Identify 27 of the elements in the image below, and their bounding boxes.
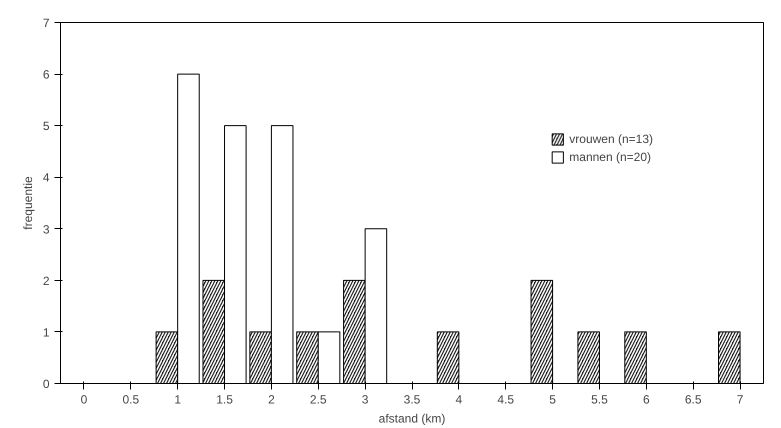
x-tick-label: 3.5 [404, 392, 421, 406]
x-tick-label: 6.5 [684, 392, 702, 406]
y-tick-label: 1 [42, 325, 50, 340]
x-tick-label: 5 [549, 392, 556, 406]
x-tick-label: 0 [80, 392, 88, 406]
legend-label: mannen (n=20) [569, 150, 652, 164]
x-tick-label: 4 [456, 392, 463, 406]
x-axis-title: afstand (km) [378, 412, 446, 426]
x-tick-label: 4.5 [497, 392, 514, 406]
x-tick-label: 1.5 [216, 392, 234, 406]
y-tick-label: 5 [42, 119, 50, 134]
y-tick-label: 6 [42, 68, 50, 82]
x-tick-label: 5.5 [591, 392, 608, 406]
legend-label: vrouwen (n=13) [569, 132, 653, 146]
x-tick-label: 2 [268, 392, 276, 406]
x-tick-label: 6 [642, 392, 650, 406]
x-tick-label: 3 [362, 392, 369, 406]
y-axis-title: frequentie [20, 176, 35, 230]
y-tick-label: 7 [42, 16, 50, 30]
x-tick-label: 7 [736, 392, 744, 406]
y-tick-label: 0 [42, 377, 50, 391]
x-tick-label: 2.5 [310, 392, 327, 406]
y-tick-label: 2 [42, 274, 50, 288]
y-tick-label: 4 [42, 170, 50, 185]
x-tick-label: 1 [174, 392, 182, 406]
y-tick-label: 3 [42, 222, 50, 236]
x-tick-label: 0.5 [122, 392, 140, 406]
